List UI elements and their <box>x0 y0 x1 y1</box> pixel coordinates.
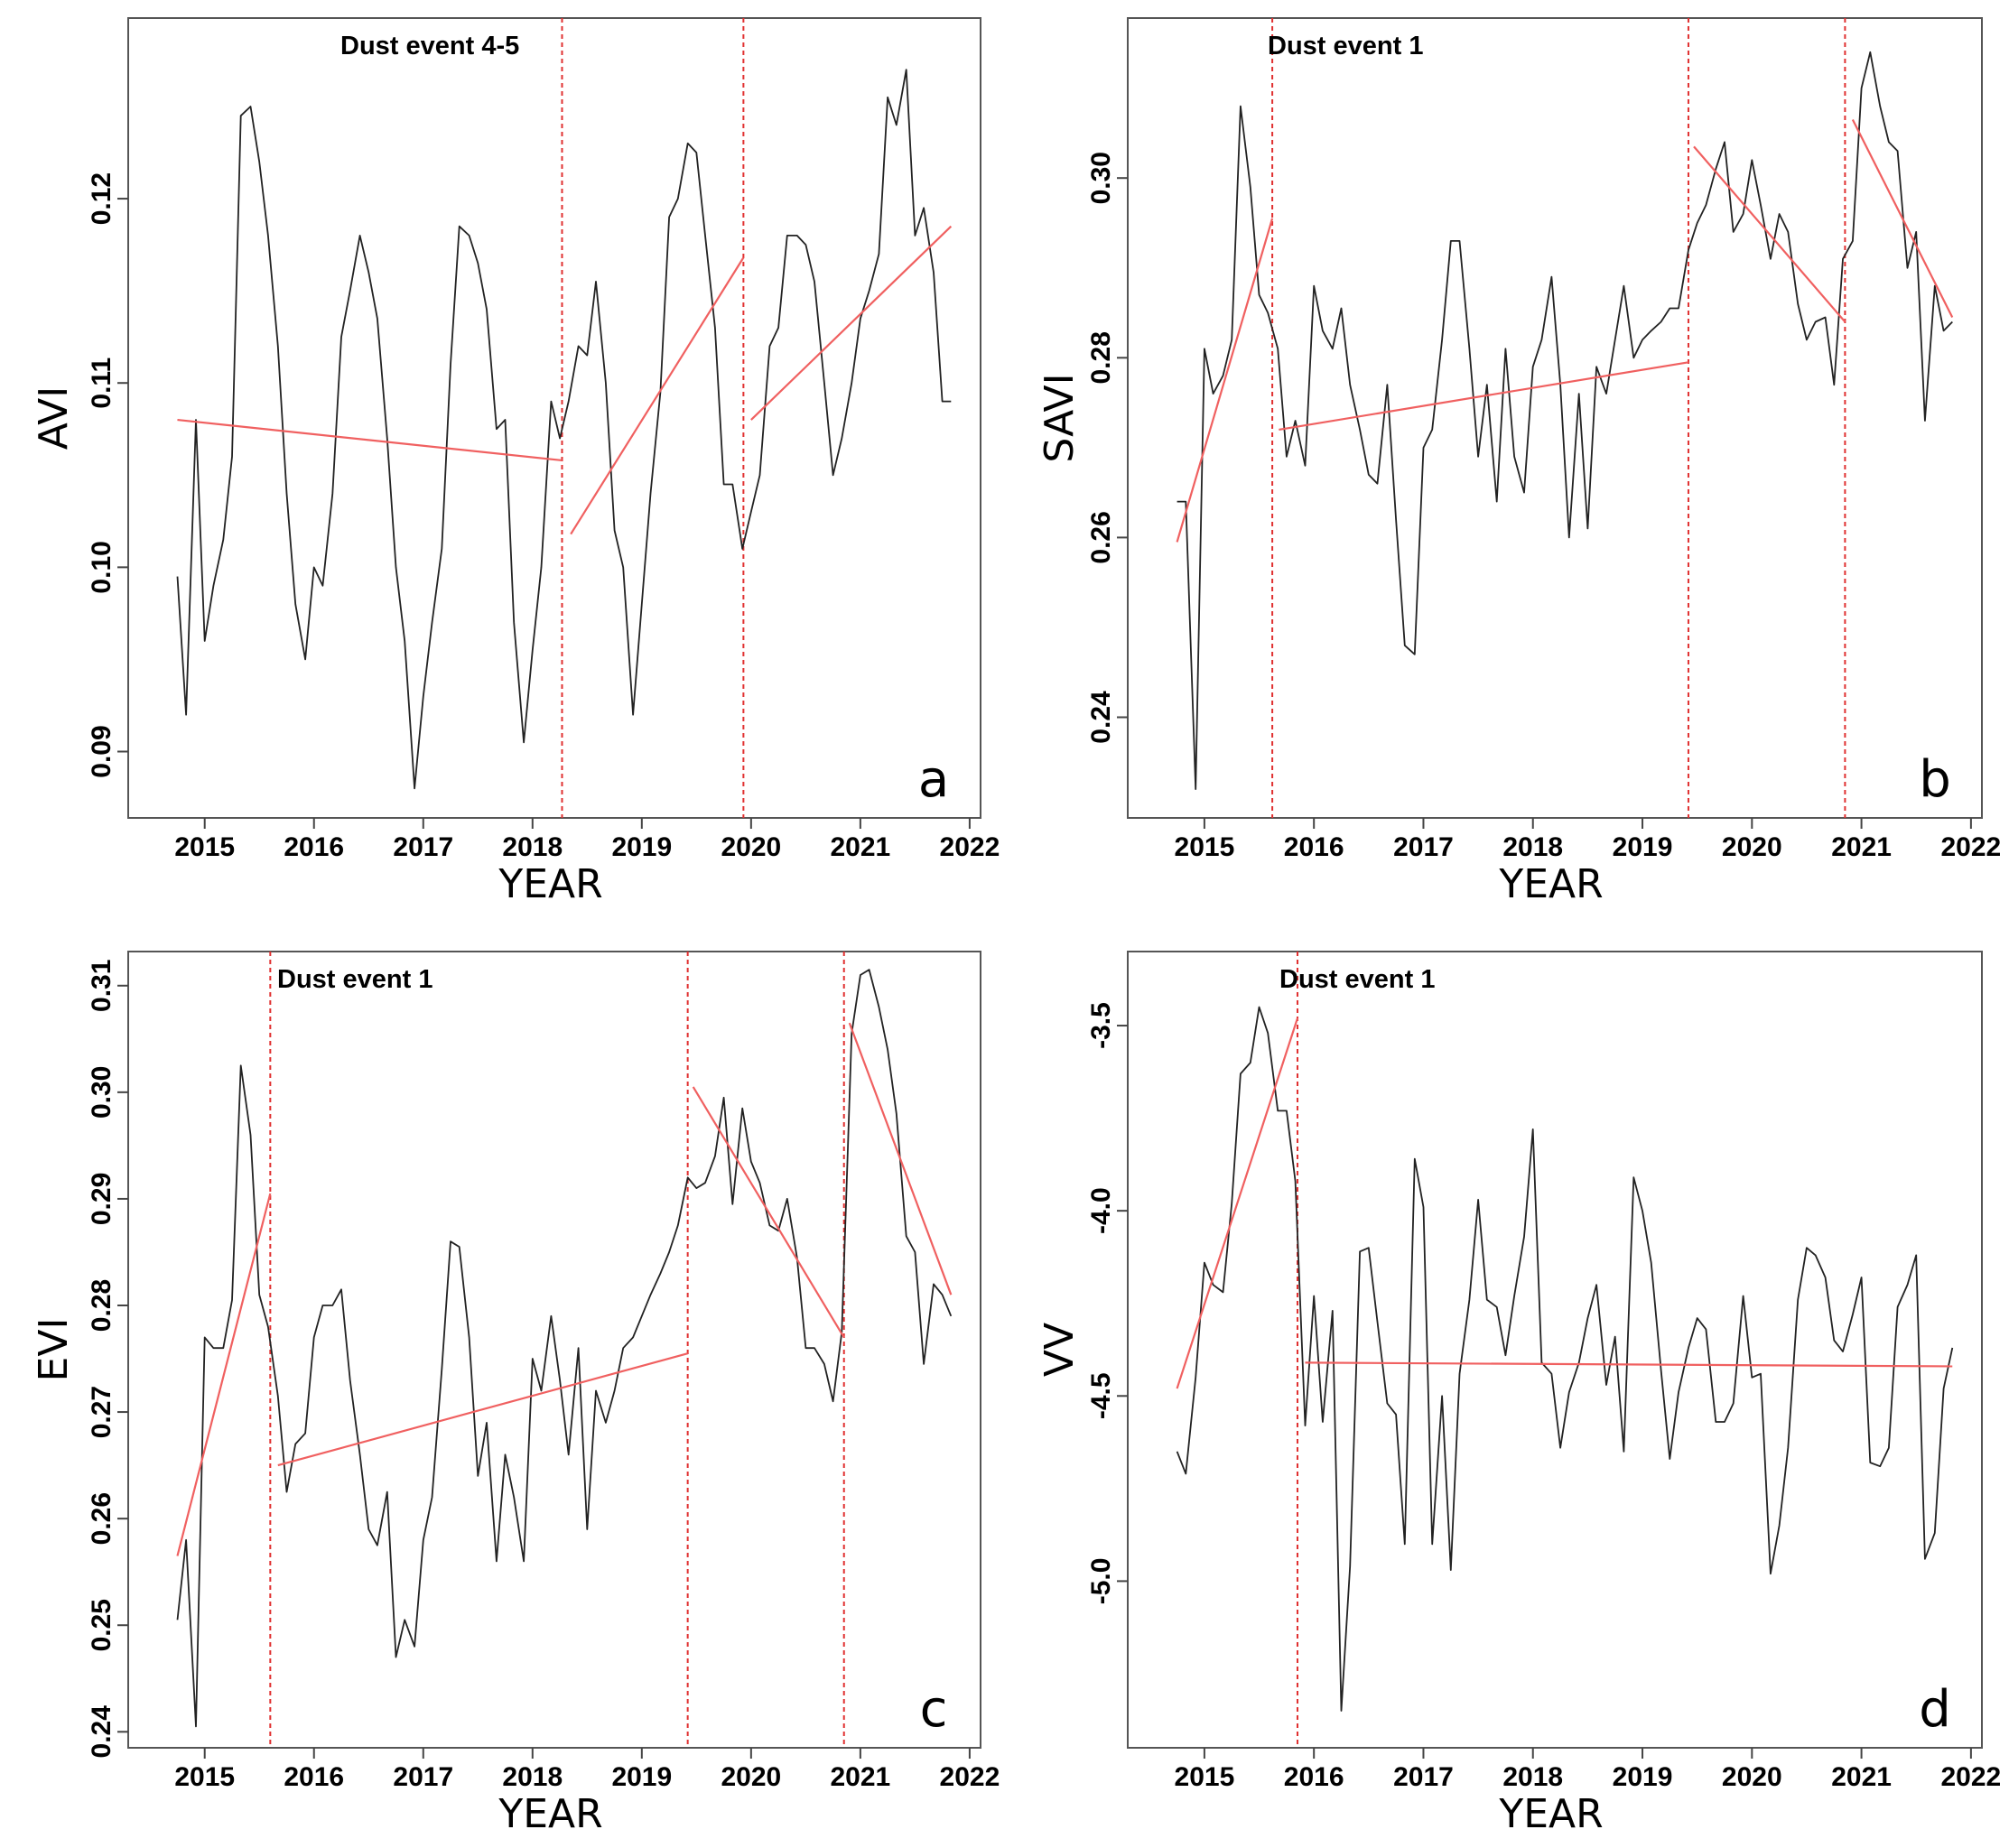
y-tick-label: 0.09 <box>87 725 116 777</box>
y-tick-label: 0.10 <box>87 541 116 593</box>
panel-d: 2015 2016 2017 2018 2019 2020 2021 2022 -5.0 -4.5… <box>1037 951 2001 1837</box>
y-tick-label: -4.5 <box>1086 1372 1116 1419</box>
panel-letter: c <box>920 1680 948 1739</box>
x-tick-label: 2017 <box>1393 1762 1454 1792</box>
x-tick-label: 2019 <box>1613 832 1673 862</box>
series-line-evi <box>176 969 953 1728</box>
y-tick-label: 0.28 <box>87 1279 116 1332</box>
x-tick-label: 2022 <box>1940 1762 2001 1792</box>
y-tick-label: -4.0 <box>1086 1187 1116 1234</box>
y-tick-label: 0.12 <box>87 172 116 225</box>
x-tick-label: 2022 <box>940 1762 1000 1792</box>
x-tick-label: 2018 <box>502 1762 563 1792</box>
x-tick-label: 2021 <box>830 1762 890 1792</box>
plot-frame <box>1127 17 1983 819</box>
trend-segment-3 <box>750 225 953 421</box>
x-tick-label: 2015 <box>1175 832 1235 862</box>
x-tick-label: 2022 <box>1940 832 2001 862</box>
trend-segment-2 <box>570 256 745 535</box>
y-tick-label: 0.11 <box>87 358 116 409</box>
x-tick-label: 2018 <box>502 832 563 862</box>
y-axis-title: EVI <box>31 1318 77 1382</box>
y-axis-title: VV <box>1037 1323 1083 1377</box>
x-tick-label: 2017 <box>1393 832 1454 862</box>
x-tick-label: 2016 <box>1284 832 1344 862</box>
trend-segment-3 <box>1693 145 1846 323</box>
x-axis-title: YEAR <box>498 861 602 907</box>
y-tick-label: 0.25 <box>87 1599 116 1651</box>
y-tick-label: 0.29 <box>87 1173 116 1225</box>
y-tick-label: 0.24 <box>87 1705 116 1759</box>
y-tick-label: 0.26 <box>1086 511 1116 563</box>
y-axis-title: SAVI <box>1037 373 1083 462</box>
series-line-avi <box>176 69 952 790</box>
x-axis-title: YEAR <box>1498 1791 1603 1837</box>
x-tick-label: 2022 <box>940 832 1000 862</box>
x-tick-label: 2015 <box>174 1762 235 1792</box>
series-line-vv <box>1176 1006 1954 1712</box>
y-tick-label: 0.24 <box>1086 691 1116 744</box>
panel-b: 2015 2016 2017 2018 2019 2020 2021 2022 0.24 0.26… <box>1037 17 2001 907</box>
x-tick-label: 2017 <box>393 832 453 862</box>
plot-frame <box>127 951 981 1749</box>
x-axis-title: YEAR <box>1498 861 1603 907</box>
trend-segment-1 <box>1176 1017 1299 1389</box>
panel-c: 2015 2016 2017 2018 2019 2020 2021 2022 0.24 0.25… <box>31 951 1000 1837</box>
x-tick-label: 2015 <box>174 832 235 862</box>
x-tick-label: 2020 <box>721 1762 781 1792</box>
y-tick-label: 0.28 <box>1086 331 1116 384</box>
x-tick-label: 2019 <box>1613 1762 1673 1792</box>
x-tick-label: 2019 <box>611 1762 672 1792</box>
x-tick-label: 2021 <box>1831 1762 1892 1792</box>
x-tick-label: 2021 <box>1831 832 1892 862</box>
y-tick-label: 0.30 <box>87 1066 116 1119</box>
y-tick-label: -3.5 <box>1086 1002 1116 1049</box>
x-tick-label: 2018 <box>1502 832 1563 862</box>
y-axis-title: AVI <box>31 386 77 450</box>
y-tick-label: 0.30 <box>1086 152 1116 204</box>
trend-segment-4 <box>848 1022 953 1295</box>
x-tick-label: 2020 <box>1722 832 1782 862</box>
x-tick-label: 2016 <box>284 1762 344 1792</box>
y-tick-label: 0.31 <box>87 960 116 1012</box>
panel-letter: b <box>1919 750 1951 809</box>
y-tick-label: 0.26 <box>87 1492 116 1545</box>
trend-segment-2 <box>277 1352 688 1467</box>
x-tick-label: 2015 <box>1175 1762 1235 1792</box>
y-tick-label: 0.27 <box>87 1386 116 1438</box>
plot-frame <box>1127 951 1983 1749</box>
panel-a: 2015 2016 2017 2018 2019 2020 2021 2022 0.09 0.10… <box>31 17 1000 907</box>
trend-segment-3 <box>692 1086 845 1338</box>
dust-event-label: Dust event 4-5 <box>340 32 519 60</box>
x-tick-label: 2018 <box>1502 1762 1563 1792</box>
trend-segment-2 <box>1279 361 1689 432</box>
x-tick-label: 2016 <box>284 832 344 862</box>
dust-event-label: Dust event 1 <box>1268 32 1423 60</box>
y-tick-label: -5.0 <box>1086 1558 1116 1605</box>
panel-letter: a <box>918 750 949 809</box>
x-tick-label: 2019 <box>611 832 672 862</box>
x-tick-label: 2020 <box>1722 1762 1782 1792</box>
x-tick-label: 2020 <box>721 832 781 862</box>
dust-event-label: Dust event 1 <box>277 965 432 994</box>
x-axis-title: YEAR <box>498 1791 602 1837</box>
x-tick-label: 2016 <box>1284 1762 1344 1792</box>
trend-segment-4 <box>1851 118 1954 318</box>
trend-segment-1 <box>1176 218 1274 543</box>
dust-event-label: Dust event 1 <box>1279 965 1435 994</box>
plot-frame <box>127 17 981 819</box>
trend-segment-1 <box>176 1193 272 1556</box>
x-tick-label: 2021 <box>830 832 890 862</box>
x-tick-label: 2017 <box>393 1762 453 1792</box>
series-line-savi <box>1177 51 1953 790</box>
panel-letter: d <box>1919 1680 1951 1739</box>
trend-segment-2 <box>1305 1361 1953 1368</box>
trend-segment-1 <box>177 418 563 462</box>
